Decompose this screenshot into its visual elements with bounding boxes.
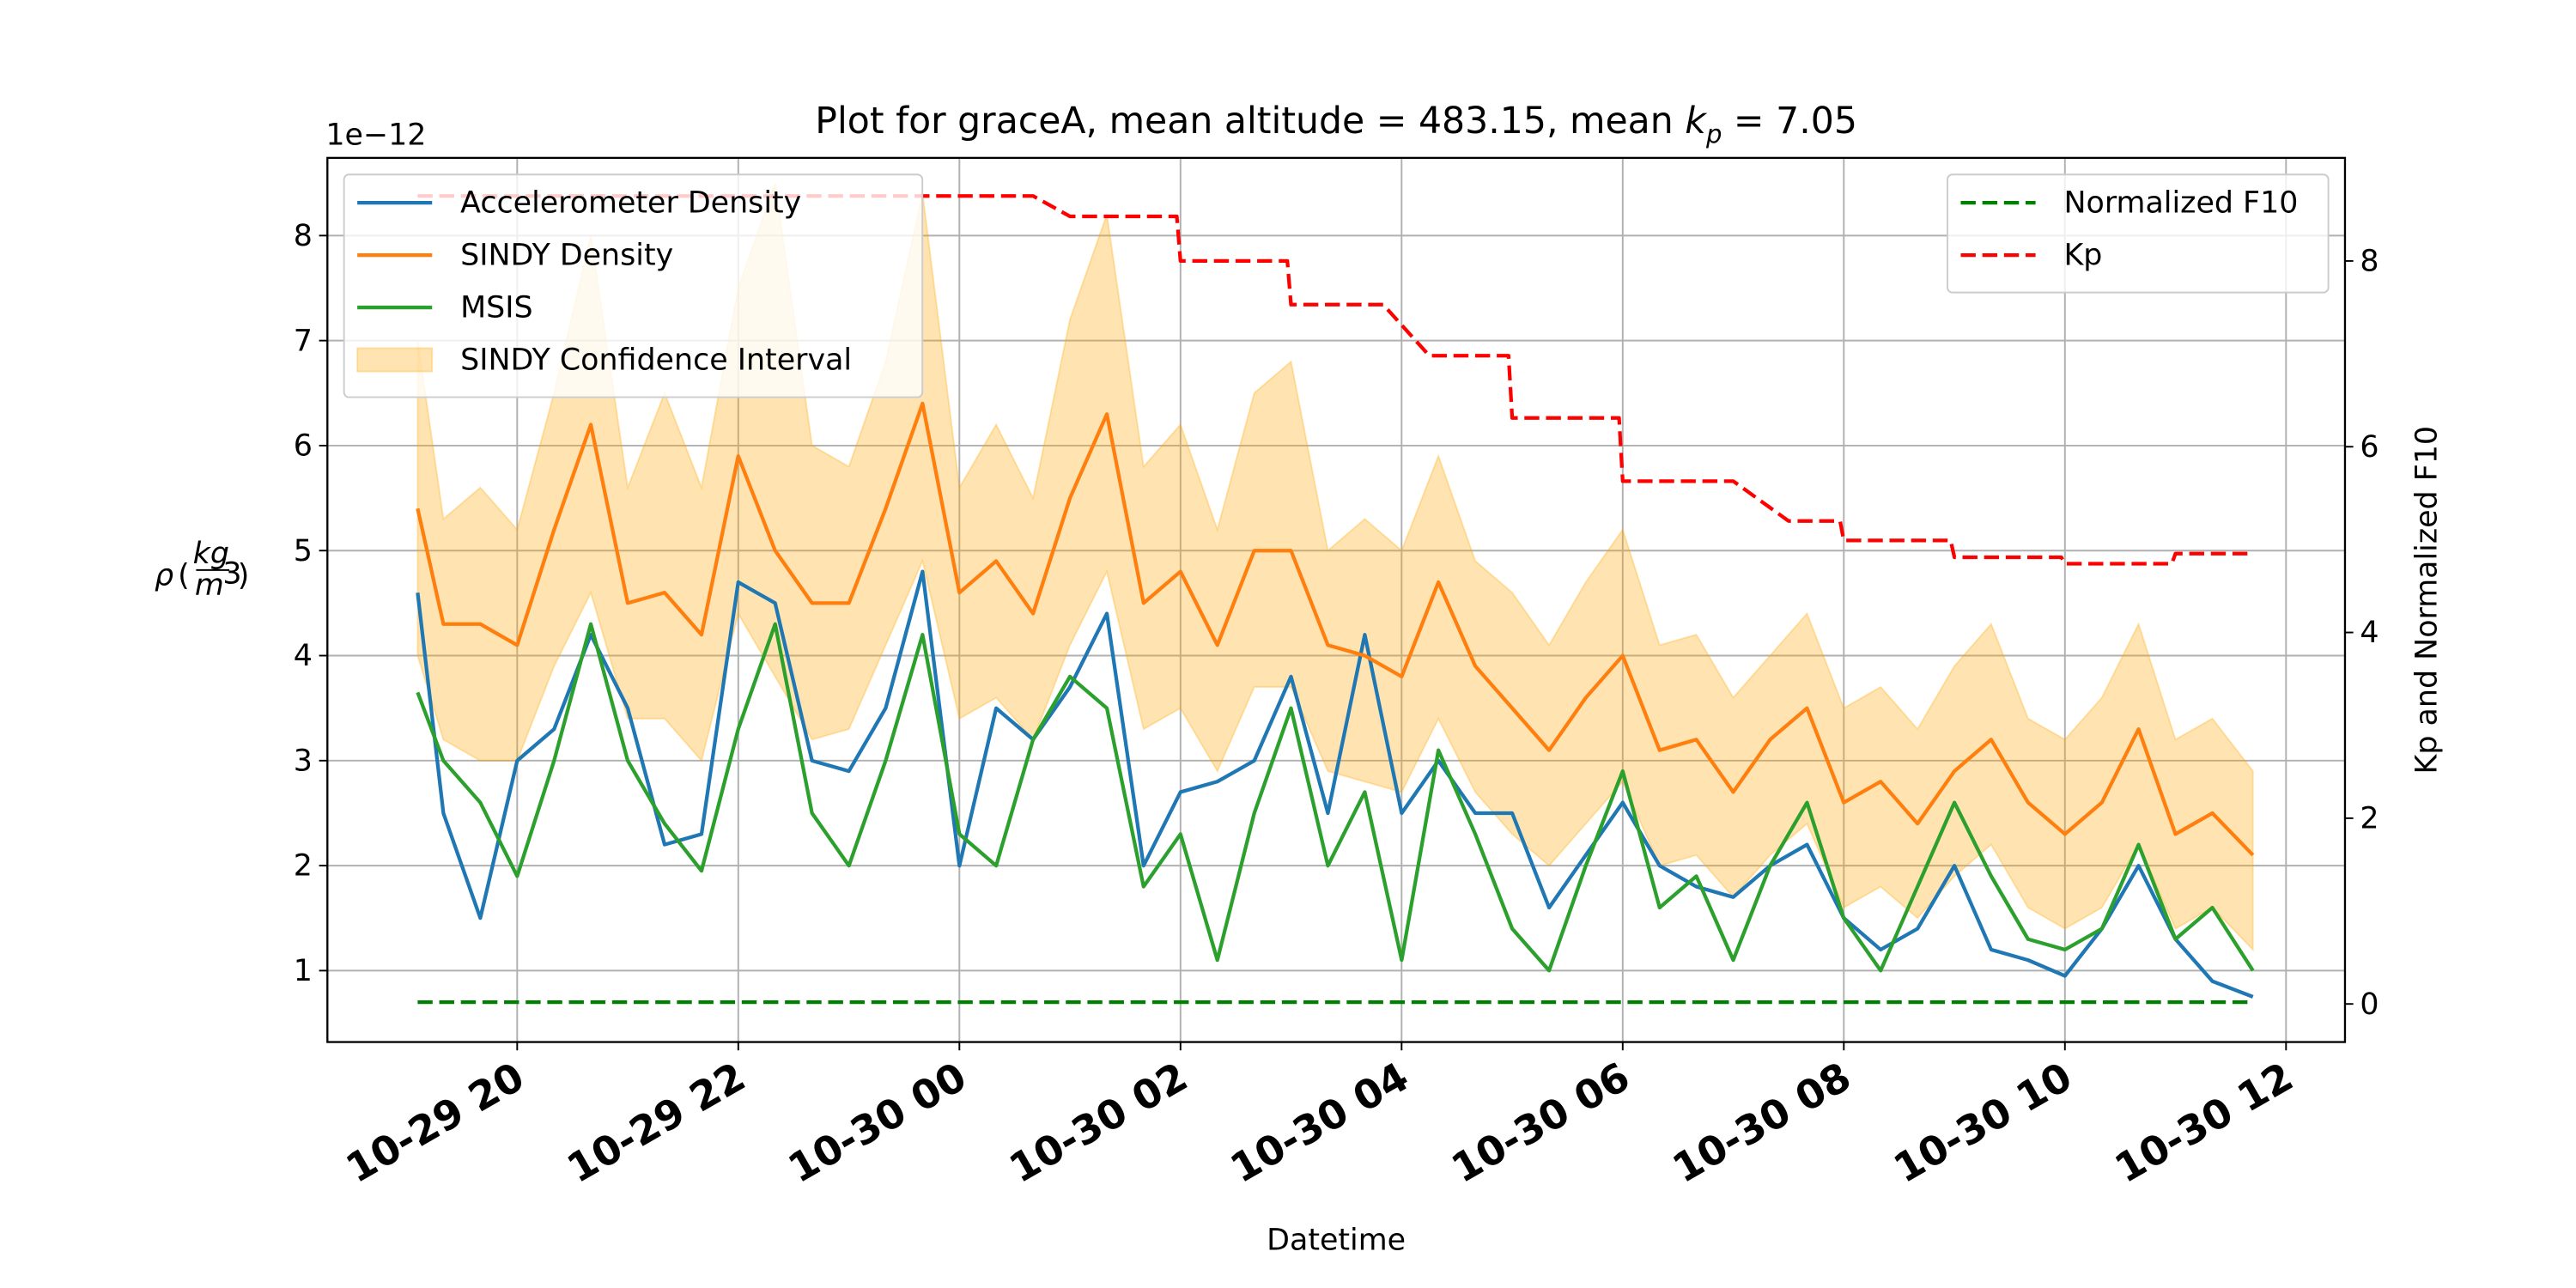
x-tick-label: 10-29 22 bbox=[559, 1054, 753, 1192]
series-line bbox=[417, 194, 2253, 566]
y-label-paren: ) bbox=[238, 558, 250, 592]
legend-label: SINDY Density bbox=[460, 239, 673, 273]
y2-tick-label: 4 bbox=[2360, 616, 2379, 650]
x-tick-label: 10-30 06 bbox=[1443, 1054, 1637, 1192]
y-tick-label: 5 bbox=[294, 534, 313, 568]
legend-box bbox=[343, 173, 924, 398]
legend-swatch bbox=[356, 347, 434, 373]
legend: Accelerometer Density SINDY Density MSIS SI… bbox=[343, 173, 924, 398]
x-tick-label: 10-30 12 bbox=[2107, 1054, 2301, 1192]
x-tick-label: 10-30 02 bbox=[1001, 1054, 1195, 1192]
y2-tick-label: 2 bbox=[2360, 801, 2379, 835]
y-label-part: m bbox=[195, 568, 224, 603]
y2-tick-label: 8 bbox=[2360, 245, 2379, 279]
plot-frame bbox=[326, 156, 2347, 1043]
y-tick-label: 4 bbox=[294, 639, 313, 673]
y-tick-label: 3 bbox=[294, 744, 313, 778]
x-tick-label: 10-29 20 bbox=[338, 1054, 532, 1192]
legend-box bbox=[1947, 173, 2330, 294]
series-line bbox=[416, 569, 2254, 999]
y-tick-label: 8 bbox=[294, 219, 313, 253]
y-tick-label: 2 bbox=[294, 849, 313, 884]
series-line bbox=[416, 622, 2255, 973]
y-tick-label: 1 bbox=[294, 954, 313, 988]
legend-label: Accelerometer Density bbox=[460, 186, 801, 221]
y-label-part: 3 bbox=[222, 556, 241, 591]
title-text: Plot for graceA, mean altitude = 483.15,… bbox=[815, 100, 1685, 143]
legend-label: Normalized F10 bbox=[2063, 186, 2298, 221]
x-tick-label: 10-30 04 bbox=[1223, 1054, 1417, 1192]
x-tick-label: 10-30 00 bbox=[781, 1054, 975, 1192]
x-tick-label: 10-30 08 bbox=[1665, 1054, 1859, 1192]
legend-label: MSIS bbox=[460, 291, 533, 325]
x-axis-label: Datetime bbox=[1267, 1223, 1406, 1257]
y-label-part: kg bbox=[193, 537, 229, 571]
legend: Normalized F10 Kp bbox=[1947, 173, 2330, 294]
title-text: p bbox=[1705, 119, 1722, 149]
x-tick-label: 10-30 10 bbox=[1886, 1054, 2080, 1192]
y-axis-label: ρ ( kg m 3 ) bbox=[155, 537, 249, 603]
plot-area bbox=[416, 182, 2255, 1005]
y-tick-label: 6 bbox=[294, 429, 313, 464]
y-tick-label: 7 bbox=[294, 324, 313, 358]
y2-axis-label: Kp and Normalized F10 bbox=[2409, 426, 2444, 775]
legend-label: SINDY Confidence Interval bbox=[460, 343, 852, 378]
y2-tick-label: 0 bbox=[2360, 987, 2379, 1022]
chart-title: Plot for graceA, mean altitude = 483.15,… bbox=[815, 100, 1857, 149]
y-offset-label: 1e−12 bbox=[325, 118, 426, 152]
y-label-paren: ( bbox=[178, 558, 190, 592]
confidence-band bbox=[416, 182, 2254, 952]
legend-label: Kp bbox=[2063, 239, 2102, 273]
title-text: k bbox=[1685, 100, 1708, 143]
title-text: = 7.05 bbox=[1722, 100, 1857, 143]
y2-tick-label: 6 bbox=[2360, 430, 2379, 465]
y-label-part: ρ bbox=[155, 558, 173, 592]
series-line bbox=[416, 401, 2255, 857]
